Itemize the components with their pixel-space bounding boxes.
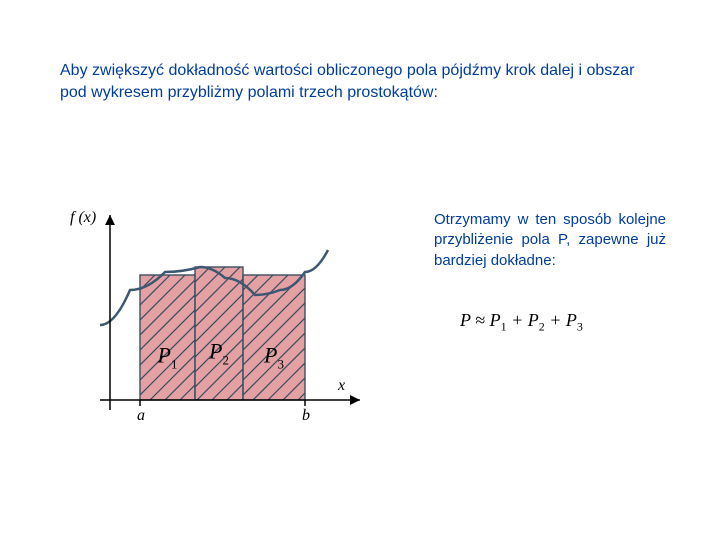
y-axis-label: f (x) <box>70 209 96 226</box>
formula-sub-2: 2 <box>539 320 545 334</box>
riemann-chart: xf (x)abP1P2P3 <box>60 200 390 460</box>
x-axis-arrow <box>350 395 360 405</box>
y-axis-arrow <box>105 215 115 225</box>
formula-lhs: P <box>460 310 471 330</box>
formula-sub-1: 1 <box>501 320 507 334</box>
formula-term-1: P <box>490 310 501 330</box>
formula-term-2: P <box>528 310 539 330</box>
a-tick-label: a <box>137 407 145 424</box>
formula-sub-3: 3 <box>577 320 583 334</box>
approximation-formula: P ≈ P1 + P2 + P3 <box>460 310 660 335</box>
x-axis-label: x <box>337 377 345 394</box>
formula-approx: ≈ <box>475 310 485 330</box>
description-text: Otrzymamy w ten sposób kolejne przybliże… <box>434 210 666 271</box>
b-tick-label: b <box>302 407 310 424</box>
heading-text: Aby zwiększyć dokładność wartości oblicz… <box>60 60 660 103</box>
formula-term-3: P <box>566 310 577 330</box>
